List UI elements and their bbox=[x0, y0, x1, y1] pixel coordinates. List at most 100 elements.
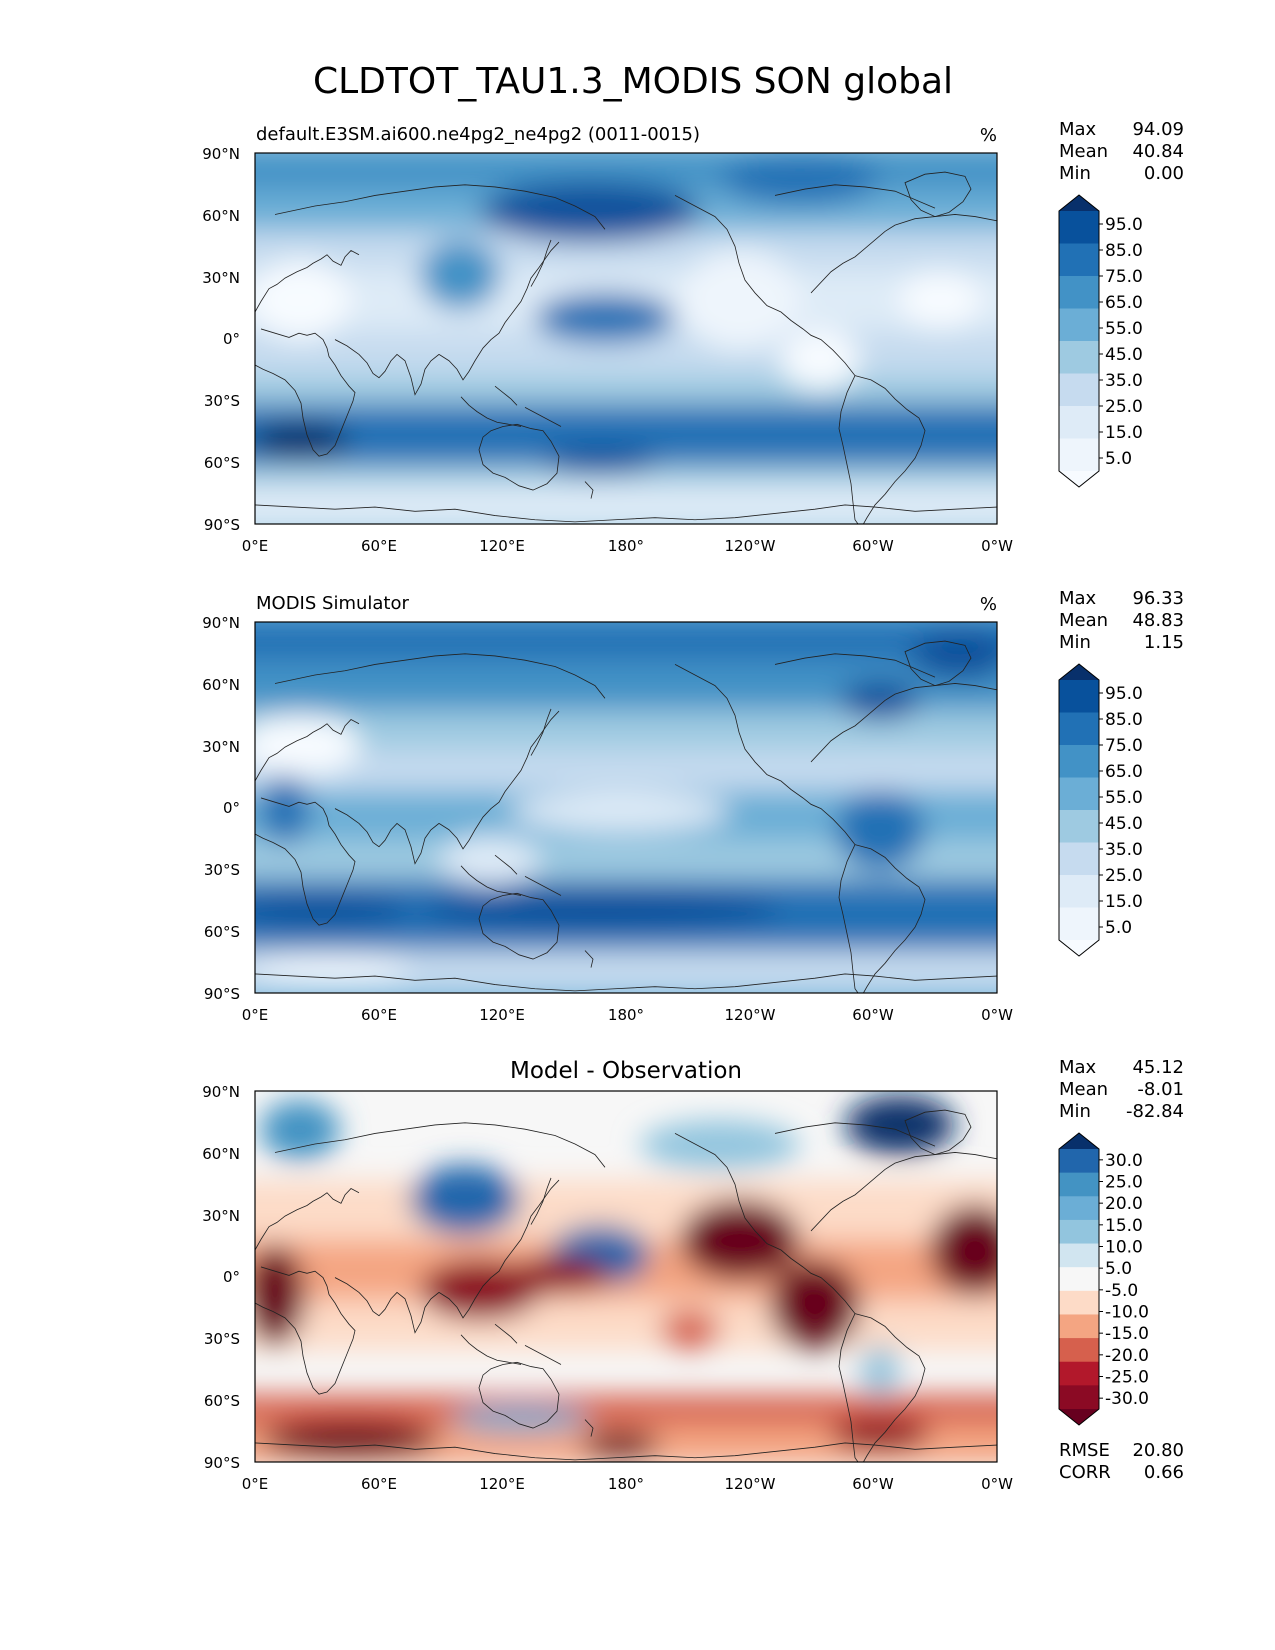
colorbar-tick-label: 55.0 bbox=[1105, 319, 1143, 339]
colorbar-tick-label: 25.0 bbox=[1105, 1173, 1143, 1193]
x-tick-label: 0°W bbox=[981, 1475, 1013, 1493]
stat-value-min: -82.84 bbox=[1126, 1101, 1184, 1122]
colorbar-segment bbox=[1059, 1314, 1099, 1339]
colorbar-tick-label: 5.0 bbox=[1105, 449, 1132, 469]
colorbar-tick-label: 15.0 bbox=[1105, 423, 1143, 443]
y-tick-label: 30°N bbox=[202, 738, 240, 756]
colorbar-extend-max bbox=[1059, 1133, 1099, 1149]
colorbar-tick-label: -5.0 bbox=[1105, 1281, 1138, 1301]
colorbar-segment bbox=[1059, 1196, 1099, 1221]
y-tick-label: 90°N bbox=[202, 145, 240, 163]
stat-label-min: Min bbox=[1059, 1101, 1091, 1122]
colorbar-extend-min bbox=[1059, 471, 1099, 487]
stat-label-max: Max bbox=[1059, 588, 1097, 609]
colorbar-segment bbox=[1059, 276, 1099, 309]
x-tick-label: 60°W bbox=[852, 1475, 894, 1493]
colorbar-segment bbox=[1059, 211, 1099, 244]
stat-label-max: Max bbox=[1059, 1057, 1097, 1078]
y-tick-label: 90°N bbox=[202, 1083, 240, 1101]
colorbar-segment bbox=[1059, 243, 1099, 277]
x-tick-label: 0°E bbox=[242, 1006, 269, 1024]
stat-label-min: Min bbox=[1059, 163, 1091, 184]
x-tick-label: 60°E bbox=[361, 1006, 397, 1024]
colorbar-outline bbox=[1058, 194, 1100, 488]
colorbar-segment bbox=[1059, 373, 1099, 407]
colorbar-segment bbox=[1059, 1361, 1099, 1386]
colorbar-segment bbox=[1059, 341, 1099, 374]
panel-units: % bbox=[980, 125, 997, 146]
stat-value-max: 94.09 bbox=[1132, 119, 1184, 140]
stat-value-rmse: 20.80 bbox=[1132, 1440, 1184, 1461]
x-tick-label: 120°E bbox=[479, 537, 525, 555]
panel-title-left: MODIS Simulator bbox=[256, 593, 409, 614]
y-tick-label: 90°N bbox=[202, 614, 240, 632]
colorbar-tick-label: 65.0 bbox=[1105, 293, 1143, 313]
y-tick-label: 60°N bbox=[202, 1145, 240, 1163]
colorbar-segment bbox=[1059, 438, 1099, 472]
colorbar-segment bbox=[1059, 777, 1099, 811]
figure-title: CLDTOT_TAU1.3_MODIS SON global bbox=[313, 61, 953, 102]
y-tick-label: 30°S bbox=[204, 1330, 240, 1348]
colorbar-tick-label: 75.0 bbox=[1105, 736, 1143, 756]
error-stats-block: RMSE 20.80 CORR 0.66 bbox=[1059, 1440, 1184, 1483]
colorbar-segment bbox=[1059, 1290, 1099, 1315]
x-tick-label: 120°E bbox=[479, 1475, 525, 1493]
y-tick-label: 30°S bbox=[204, 861, 240, 879]
map-frame bbox=[254, 152, 998, 525]
colorbar-tick-label: 95.0 bbox=[1105, 215, 1143, 235]
x-tick-label: 180° bbox=[608, 537, 644, 555]
stat-label-max: Max bbox=[1059, 119, 1097, 140]
colorbar-tick-label: 20.0 bbox=[1105, 1194, 1143, 1214]
colorbar-segment bbox=[1059, 308, 1099, 342]
x-tick-label: 60°W bbox=[852, 1006, 894, 1024]
colorbar-extend-min bbox=[1059, 940, 1099, 956]
colorbar-extend-max bbox=[1059, 195, 1099, 211]
y-tick-label: 30°N bbox=[202, 269, 240, 287]
x-tick-label: 180° bbox=[608, 1006, 644, 1024]
colorbar-segment bbox=[1059, 1338, 1099, 1363]
colorbar-tick-label: 45.0 bbox=[1105, 345, 1143, 365]
colorbar-segment bbox=[1059, 842, 1099, 876]
colorbar-tick-label: 75.0 bbox=[1105, 267, 1143, 287]
colorbar-tick-label: -25.0 bbox=[1105, 1368, 1149, 1388]
colorbar-tick-label: 5.0 bbox=[1105, 1259, 1132, 1279]
stat-value-max: 45.12 bbox=[1132, 1057, 1184, 1078]
stats-block: Max 45.12 Mean -8.01 Min -82.84 bbox=[1059, 1057, 1184, 1122]
stat-label-mean: Mean bbox=[1059, 1079, 1108, 1100]
colorbar-tick-label: 45.0 bbox=[1105, 814, 1143, 834]
y-axis: 90°N 60°N 30°N 0° 30°S 60°S 90°S bbox=[202, 614, 240, 1003]
x-tick-label: 120°W bbox=[725, 537, 776, 555]
panel-title-left: default.E3SM.ai600.ne4pg2_ne4pg2 (0011-0… bbox=[256, 124, 700, 145]
y-tick-label: 90°S bbox=[204, 516, 240, 534]
colorbar-segment bbox=[1059, 745, 1099, 778]
colorbar-tick-label: 85.0 bbox=[1105, 241, 1143, 261]
colorbar-segment bbox=[1059, 907, 1099, 941]
colorbar-tick-label: 25.0 bbox=[1105, 866, 1143, 886]
stat-label-rmse: RMSE bbox=[1059, 1440, 1110, 1461]
colorbar-tick-label: 85.0 bbox=[1105, 710, 1143, 730]
y-tick-label: 60°N bbox=[202, 207, 240, 225]
panel-observation: MODIS Simulator % bbox=[202, 588, 1184, 1024]
colorbar-segment bbox=[1059, 1172, 1099, 1197]
y-tick-label: 60°N bbox=[202, 676, 240, 694]
x-tick-label: 60°W bbox=[852, 537, 894, 555]
x-tick-label: 120°W bbox=[725, 1475, 776, 1493]
colorbar-tick-label: 15.0 bbox=[1105, 1216, 1143, 1236]
colorbar-outline bbox=[1058, 1132, 1100, 1426]
colorbar-segment bbox=[1059, 680, 1099, 713]
x-axis: 0°E 60°E 120°E 180° 120°W 60°W 0°W bbox=[242, 1475, 1013, 1493]
panel-units: % bbox=[980, 594, 997, 615]
y-tick-label: 60°S bbox=[204, 454, 240, 472]
y-tick-label: 0° bbox=[223, 799, 240, 817]
colorbar-segment bbox=[1059, 810, 1099, 843]
colorbar-tick-label: 5.0 bbox=[1105, 918, 1132, 938]
x-tick-label: 120°E bbox=[479, 1006, 525, 1024]
map-field bbox=[255, 622, 997, 993]
colorbar-segment bbox=[1059, 875, 1099, 908]
stat-label-mean: Mean bbox=[1059, 141, 1108, 162]
colorbar-tick-label: 25.0 bbox=[1105, 397, 1143, 417]
colorbar-tick-label: 65.0 bbox=[1105, 762, 1143, 782]
colorbar-segment bbox=[1059, 1267, 1099, 1292]
stat-value-mean: 48.83 bbox=[1132, 610, 1184, 631]
y-tick-label: 0° bbox=[223, 330, 240, 348]
